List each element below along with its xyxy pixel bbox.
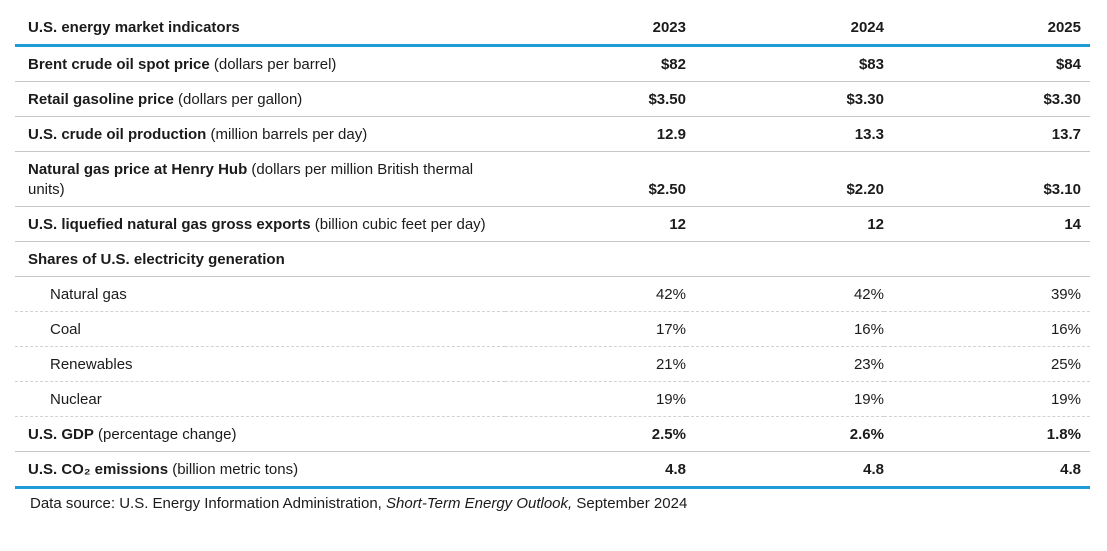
row-unit-text: (dollars per barrel) [209,56,337,73]
publication-title: Short-Term Energy Outlook, [386,495,573,512]
row-value: $3.30 [884,81,1090,117]
data-source-note: Data source: U.S. Energy Information Adm… [15,489,1090,514]
year-column-2025: 2025 [884,14,1090,47]
row-label: Nuclear [15,381,505,417]
row-value: 12 [686,206,884,242]
row-label-text: Coal [50,321,81,338]
row-value: 42% [505,276,686,312]
data-source-prefix: Data source: U.S. Energy Information Adm… [30,495,386,512]
table-row-coal: Coal 17% 16% 16% [15,311,1090,347]
row-value: $3.50 [505,81,686,117]
row-value: 17% [505,311,686,347]
row-unit-text: (billion cubic feet per day) [310,216,486,233]
row-unit-text: (million barrels per day) [206,126,368,143]
header-row: U.S. energy market indicators 2023 2024 … [15,14,1090,47]
row-label-text: Renewables [50,356,133,373]
table-row-u-s-crude-oil-production: U.S. crude oil production (million barre… [15,116,1090,152]
row-value: 13.7 [884,116,1090,152]
row-label-text: Nuclear [50,391,102,408]
row-label: Shares of U.S. electricity generation [15,241,505,277]
table-row-u-s-liquefied-natural-gas-gross-exports: U.S. liquefied natural gas gross exports… [15,206,1090,242]
row-label: U.S. crude oil production (million barre… [15,116,505,152]
row-value: $3.10 [884,151,1090,207]
row-value: 21% [505,346,686,382]
row-value: $83 [686,45,884,82]
table-row-renewables: Renewables 21% 23% 25% [15,346,1090,382]
row-value: 13.3 [686,116,884,152]
table-row-natural-gas: Natural gas 42% 42% 39% [15,276,1090,312]
row-label: Natural gas [15,276,505,312]
row-value: 4.8 [884,451,1090,489]
row-unit-text: (percentage change) [93,426,237,443]
year-column-2024: 2024 [686,14,884,47]
table-row-u-s-gdp: U.S. GDP (percentage change) 2.5% 2.6% 1.8% [15,416,1090,452]
row-label-text: U.S. CO₂ emissions [28,461,169,478]
year-column-2023: 2023 [505,14,686,47]
row-label-text: Shares of U.S. electricity generation [28,251,285,268]
row-value: 4.8 [505,451,686,489]
row-label: Brent crude oil spot price (dollars per … [15,45,505,82]
row-value: 42% [686,276,884,312]
row-value: $82 [505,45,686,82]
row-value: 23% [686,346,884,382]
row-label: Retail gasoline price (dollars per gallo… [15,81,505,117]
row-label: U.S. GDP (percentage change) [15,416,505,452]
row-label-text: Natural gas price at Henry Hub [28,161,248,178]
row-value [884,241,1090,277]
indicators-table: U.S. energy market indicators 2023 2024 … [15,14,1090,489]
row-unit-text: (dollars per gallon) [173,91,303,108]
row-label: Coal [15,311,505,347]
row-value: 12.9 [505,116,686,152]
row-value: 19% [884,381,1090,417]
row-value: 2.5% [505,416,686,452]
row-unit-text: (billion metric tons) [168,461,299,478]
table-row-natural-gas-price-at-henry-hub: Natural gas price at Henry Hub (dollars … [15,151,1090,207]
row-value: 2.6% [686,416,884,452]
table-row-retail-gasoline-price: Retail gasoline price (dollars per gallo… [15,81,1090,117]
row-label-text: Retail gasoline price [28,91,174,108]
row-label-text: U.S. liquefied natural gas gross exports [28,216,311,233]
row-value: 1.8% [884,416,1090,452]
row-value: $3.30 [686,81,884,117]
table-row-brent-crude-oil-spot-price: Brent crude oil spot price (dollars per … [15,45,1090,82]
row-value: $2.20 [686,151,884,207]
row-value: 4.8 [686,451,884,489]
row-value [686,241,884,277]
row-label-text: U.S. crude oil production [28,126,207,143]
row-value: 12 [505,206,686,242]
row-label: U.S. liquefied natural gas gross exports… [15,206,505,242]
row-value [505,241,686,277]
row-value: $84 [884,45,1090,82]
row-unit-text: (dollars per million British thermal uni… [28,161,474,198]
row-label-text: Natural gas [50,286,127,303]
row-value: 19% [686,381,884,417]
row-value: 39% [884,276,1090,312]
row-value: 14 [884,206,1090,242]
row-value: 19% [505,381,686,417]
energy-outlook-page: U.S. energy market indicators 2023 2024 … [15,14,1090,514]
row-label: Natural gas price at Henry Hub (dollars … [15,151,505,207]
table-row-nuclear: Nuclear 19% 19% 19% [15,381,1090,417]
row-label: Renewables [15,346,505,382]
row-label-text: Brent crude oil spot price [28,56,210,73]
table-row-shares-of-u-s-electricity-generation: Shares of U.S. electricity generation [15,241,1090,277]
row-value: $2.50 [505,151,686,207]
row-value: 16% [686,311,884,347]
data-source-suffix: September 2024 [572,495,688,512]
row-value: 16% [884,311,1090,347]
row-label: U.S. CO₂ emissions (billion metric tons) [15,451,505,489]
table-row-u-s-co-emissions: U.S. CO₂ emissions (billion metric tons)… [15,451,1090,489]
row-label-text: U.S. GDP [28,426,94,443]
row-value: 25% [884,346,1090,382]
table-title: U.S. energy market indicators [15,14,505,47]
